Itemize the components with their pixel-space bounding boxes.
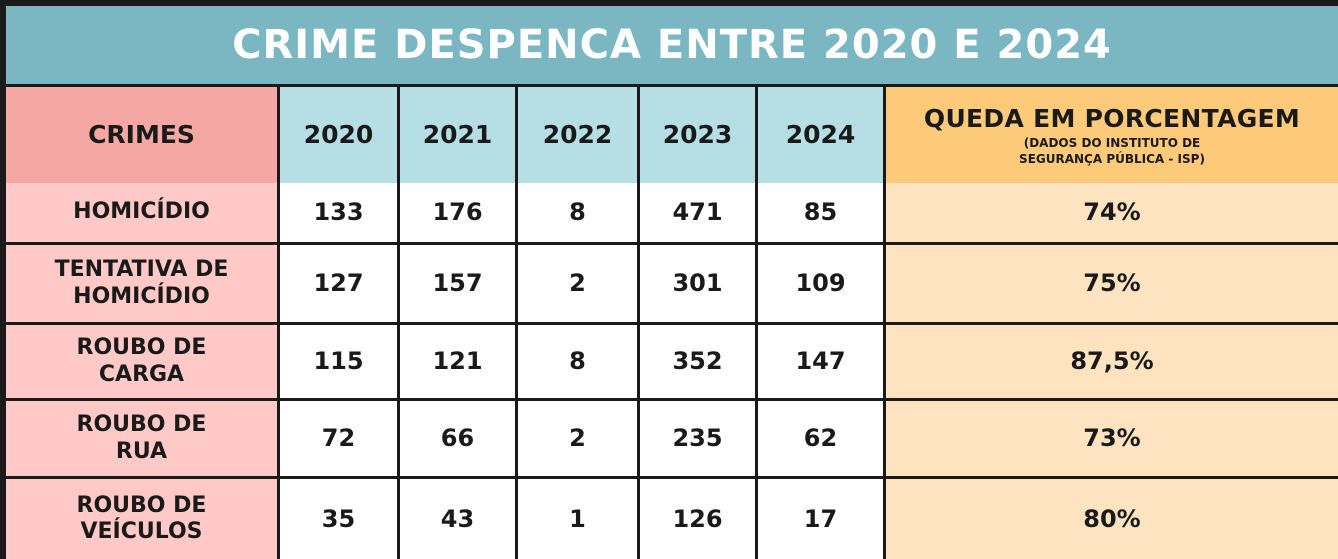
value-cell: 127 xyxy=(280,245,400,325)
value-cell: 1 xyxy=(518,479,640,559)
crime-name: TENTATIVA DE HOMICÍDIO xyxy=(6,245,280,325)
table-row: ROUBO DE CARGA 115 121 8 352 147 87,5% xyxy=(6,325,1338,401)
value-cell: 43 xyxy=(400,479,518,559)
crime-name: HOMICÍDIO xyxy=(6,183,280,245)
page-title: CRIME DESPENCA ENTRE 2020 E 2024 xyxy=(6,6,1338,84)
value-cell: 147 xyxy=(758,325,886,401)
drop-header: QUEDA EM PORCENTAGEM (DADOS DO INSTITUTO… xyxy=(886,87,1338,183)
year-header-2020: 2020 xyxy=(280,87,400,183)
crime-name: ROUBO DE RUA xyxy=(6,401,280,479)
value-cell: 85 xyxy=(758,183,886,245)
value-cell: 301 xyxy=(640,245,758,325)
value-cell: 157 xyxy=(400,245,518,325)
year-header-2023: 2023 xyxy=(640,87,758,183)
value-cell: 109 xyxy=(758,245,886,325)
drop-header-title: QUEDA EM PORCENTAGEM xyxy=(923,103,1301,133)
crimes-header: CRIMES xyxy=(6,87,280,183)
year-header-2024: 2024 xyxy=(758,87,886,183)
value-cell: 2 xyxy=(518,401,640,479)
value-cell: 62 xyxy=(758,401,886,479)
value-cell: 176 xyxy=(400,183,518,245)
year-header-2022: 2022 xyxy=(518,87,640,183)
table-header-row: CRIMES 2020 2021 2022 2023 2024 QUEDA EM… xyxy=(6,87,1338,183)
crime-table: CRIMES 2020 2021 2022 2023 2024 QUEDA EM… xyxy=(6,87,1338,559)
crime-name-line-1: HOMICÍDIO xyxy=(73,199,210,225)
value-cell: 235 xyxy=(640,401,758,479)
crime-name-line-2: VEÍCULOS xyxy=(80,519,203,544)
crime-name-line-2: HOMICÍDIO xyxy=(73,283,210,309)
table-row: ROUBO DE VEÍCULOS 35 43 1 126 17 80% xyxy=(6,479,1338,559)
value-cell: 17 xyxy=(758,479,886,559)
crime-name-line-1: ROUBO DE xyxy=(76,412,207,438)
drop-header-source-1: (DADOS DO INSTITUTO DE xyxy=(1023,135,1201,150)
value-cell: 2 xyxy=(518,245,640,325)
drop-header-source-2: SEGURANÇA PÚBLICA - ISP) xyxy=(1019,152,1205,166)
value-cell: 35 xyxy=(280,479,400,559)
drop-cell: 73% xyxy=(886,401,1338,479)
value-cell: 126 xyxy=(640,479,758,559)
drop-cell: 87,5% xyxy=(886,325,1338,401)
table-row: TENTATIVA DE HOMICÍDIO 127 157 2 301 109… xyxy=(6,245,1338,325)
crime-name: ROUBO DE VEÍCULOS xyxy=(6,479,280,559)
value-cell: 121 xyxy=(400,325,518,401)
crime-name: ROUBO DE CARGA xyxy=(6,325,280,401)
drop-cell: 74% xyxy=(886,183,1338,245)
crime-name-line-2: CARGA xyxy=(98,361,185,387)
value-cell: 133 xyxy=(280,183,400,245)
value-cell: 8 xyxy=(518,325,640,401)
value-cell: 72 xyxy=(280,401,400,479)
drop-cell: 75% xyxy=(886,245,1338,325)
value-cell: 115 xyxy=(280,325,400,401)
year-header-2021: 2021 xyxy=(400,87,518,183)
crime-name-line-1: ROUBO DE xyxy=(76,335,207,361)
value-cell: 8 xyxy=(518,183,640,245)
drop-cell: 80% xyxy=(886,479,1338,559)
crime-name-line-2: RUA xyxy=(115,438,168,464)
value-cell: 471 xyxy=(640,183,758,245)
crime-name-line-1: TENTATIVA DE xyxy=(54,257,229,283)
value-cell: 352 xyxy=(640,325,758,401)
table-row: HOMICÍDIO 133 176 8 471 85 74% xyxy=(6,183,1338,245)
crime-name-line-1: ROUBO DE xyxy=(76,492,207,518)
value-cell: 66 xyxy=(400,401,518,479)
table-row: ROUBO DE RUA 72 66 2 235 62 73% xyxy=(6,401,1338,479)
